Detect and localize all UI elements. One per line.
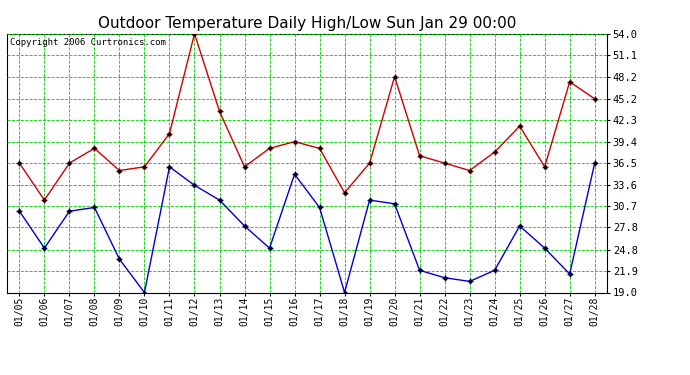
Title: Outdoor Temperature Daily High/Low Sun Jan 29 00:00: Outdoor Temperature Daily High/Low Sun J…	[98, 16, 516, 31]
Text: Copyright 2006 Curtronics.com: Copyright 2006 Curtronics.com	[10, 38, 166, 46]
